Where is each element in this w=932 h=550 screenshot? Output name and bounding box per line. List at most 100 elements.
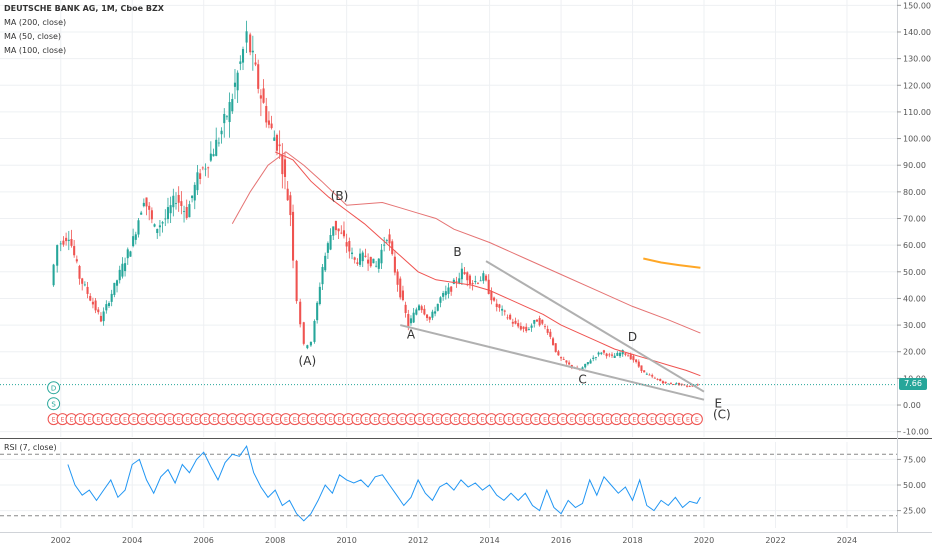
time-axis-label: 2012 bbox=[408, 536, 428, 545]
candle-body bbox=[286, 188, 289, 201]
candle-body bbox=[659, 379, 662, 382]
earnings-marker-label: E bbox=[275, 417, 279, 424]
wave-label: D bbox=[628, 330, 637, 344]
price-axis-label: -10.00 bbox=[903, 428, 929, 437]
candle-body bbox=[511, 321, 514, 324]
candle-body bbox=[471, 283, 474, 285]
candle-body bbox=[490, 291, 493, 301]
candle-body bbox=[380, 249, 383, 264]
price-axis-label: 110.00 bbox=[903, 108, 931, 117]
candle-body bbox=[217, 142, 220, 144]
earnings-marker-label: E bbox=[516, 417, 520, 424]
candle-body bbox=[388, 234, 391, 244]
candle-body bbox=[621, 350, 624, 355]
earnings-marker-label: E bbox=[668, 417, 672, 424]
candle-body bbox=[207, 167, 210, 169]
candle-body bbox=[121, 263, 124, 277]
candle-body bbox=[484, 275, 488, 281]
candle-body bbox=[661, 381, 664, 384]
earnings-marker-label: E bbox=[632, 417, 636, 424]
candle-body bbox=[228, 102, 231, 123]
candle-body bbox=[466, 272, 469, 281]
candle-body bbox=[204, 168, 207, 170]
candle-body bbox=[632, 356, 635, 361]
candle-body bbox=[463, 272, 466, 275]
trendline bbox=[485, 260, 705, 393]
candle-body bbox=[196, 172, 199, 191]
candle-body bbox=[691, 385, 694, 387]
indicator-ma-200[interactable]: MA (200, close) bbox=[4, 18, 67, 27]
earnings-marker-label: E bbox=[579, 417, 583, 424]
earnings-marker-label: E bbox=[96, 417, 100, 424]
candle-body bbox=[541, 319, 544, 324]
candle-body bbox=[533, 320, 536, 324]
candle-body bbox=[91, 301, 94, 305]
candle-body bbox=[399, 278, 402, 298]
time-axis-label: 2016 bbox=[551, 536, 571, 545]
earnings-marker-label: E bbox=[570, 417, 574, 424]
candle-body bbox=[653, 377, 656, 379]
candle-body bbox=[549, 331, 552, 337]
candle-body bbox=[209, 153, 212, 161]
candle-body bbox=[401, 290, 404, 300]
candle-body bbox=[436, 303, 439, 311]
price-axis-label: 150.00 bbox=[903, 1, 931, 10]
candle-body bbox=[278, 144, 281, 147]
candle-body bbox=[359, 253, 362, 265]
candle-body bbox=[105, 304, 108, 311]
earnings-marker-label: E bbox=[221, 417, 225, 424]
candle-body bbox=[643, 370, 646, 373]
price-axis-label: 60.00 bbox=[903, 241, 926, 250]
candle-body bbox=[59, 243, 62, 245]
candle-body bbox=[220, 130, 223, 135]
price-axis-label: 90.00 bbox=[903, 161, 926, 170]
wave-label: (B) bbox=[331, 189, 349, 203]
candle-body bbox=[353, 257, 356, 260]
candle-body bbox=[177, 194, 180, 203]
wave-label: C bbox=[578, 373, 586, 387]
candle-body bbox=[275, 134, 279, 151]
price-axis-label: 120.00 bbox=[903, 81, 931, 90]
candle-body bbox=[236, 72, 239, 91]
candle-body bbox=[332, 226, 335, 236]
candle-body bbox=[474, 280, 477, 282]
candle-body bbox=[675, 383, 678, 385]
earnings-marker-label: E bbox=[311, 417, 315, 424]
candle-body bbox=[251, 50, 254, 53]
candle-body bbox=[137, 220, 140, 235]
rsi-title[interactable]: RSI (7, close) bbox=[4, 443, 57, 452]
candle-body bbox=[428, 316, 431, 320]
candle-body bbox=[560, 357, 563, 359]
candle-body bbox=[367, 259, 370, 264]
candle-body bbox=[696, 384, 699, 386]
indicator-ma-100[interactable]: MA (100, close) bbox=[4, 46, 67, 55]
earnings-marker-label: E bbox=[489, 417, 493, 424]
candle-body bbox=[637, 361, 640, 367]
candle-body bbox=[535, 319, 538, 322]
candle-body bbox=[627, 355, 630, 357]
candle-body bbox=[81, 278, 84, 284]
candle-body bbox=[185, 206, 188, 218]
earnings-marker-label: E bbox=[248, 417, 252, 424]
earnings-marker-label: E bbox=[338, 417, 342, 424]
earnings-marker-label: E bbox=[177, 417, 181, 424]
candle-body bbox=[259, 95, 262, 99]
earnings-marker-label: E bbox=[445, 417, 449, 424]
earnings-marker-label: E bbox=[213, 417, 217, 424]
candle-body bbox=[600, 352, 603, 354]
wave-label: E bbox=[715, 397, 723, 411]
candle-body bbox=[115, 280, 119, 286]
candle-body bbox=[164, 218, 167, 220]
candle-body bbox=[616, 352, 619, 356]
earnings-marker-label: E bbox=[606, 417, 610, 424]
earnings-marker-label: E bbox=[302, 417, 306, 424]
candle-body bbox=[450, 286, 453, 292]
candle-body bbox=[538, 318, 541, 326]
candle-body bbox=[113, 282, 116, 295]
earnings-marker-label: E bbox=[534, 417, 538, 424]
candle-body bbox=[369, 256, 372, 267]
candle-body bbox=[409, 318, 413, 324]
candle-body bbox=[89, 295, 92, 301]
candle-body bbox=[273, 137, 276, 141]
indicator-ma-50[interactable]: MA (50, close) bbox=[4, 32, 62, 41]
